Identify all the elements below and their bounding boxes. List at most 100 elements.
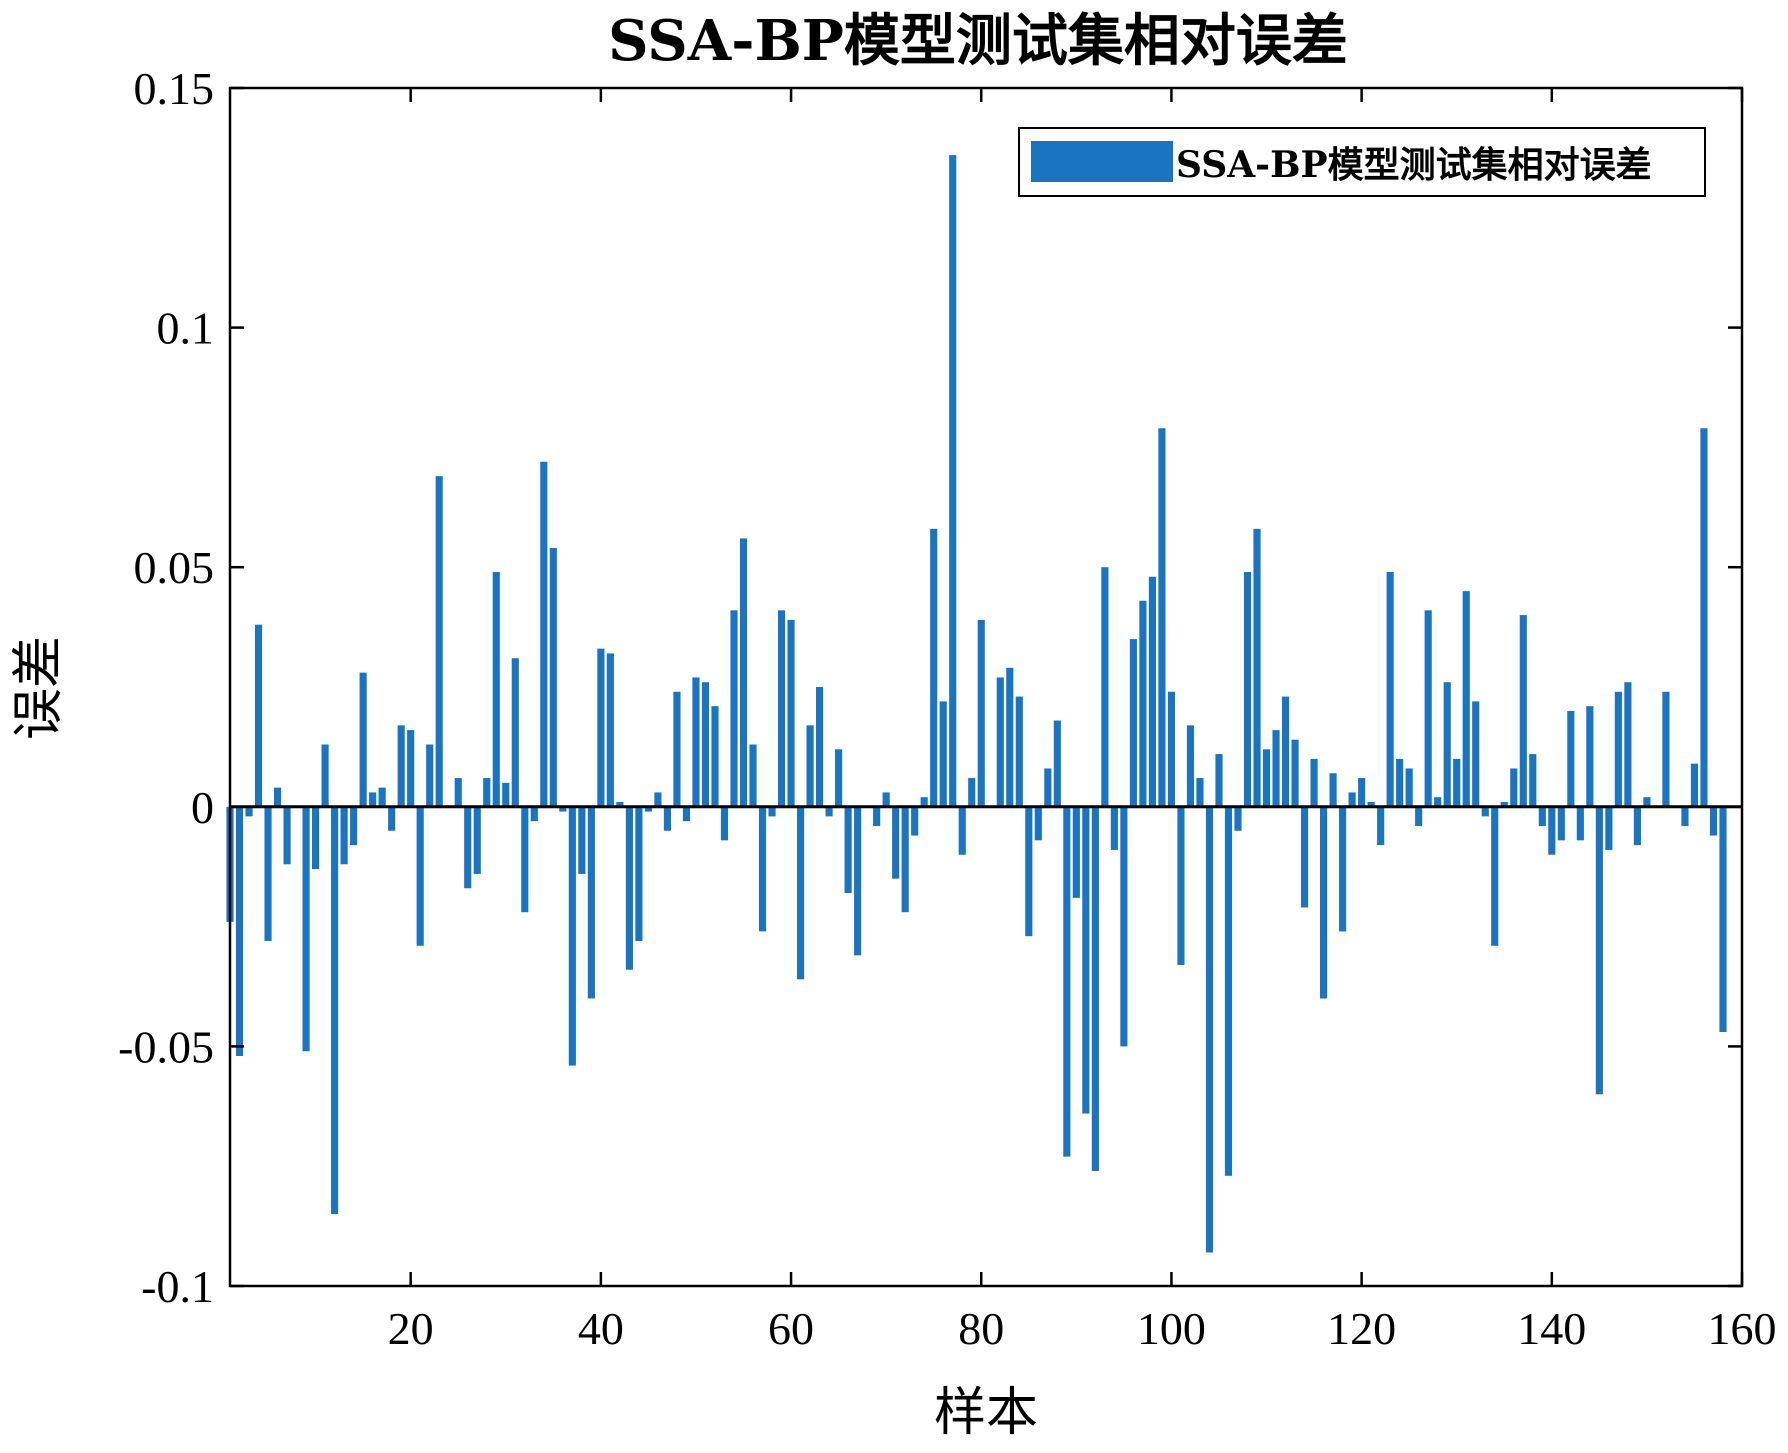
bar: [1015, 696, 1023, 807]
bar: [1091, 806, 1099, 1171]
bar: [1624, 682, 1632, 807]
bar: [1643, 797, 1651, 807]
bar: [1690, 763, 1699, 807]
bar: [977, 619, 985, 807]
legend-label: SSA-BP模型测试集相对误差: [1176, 144, 1652, 186]
bar: [1272, 730, 1280, 807]
bar: [407, 730, 415, 807]
bar: [777, 610, 786, 807]
bar: [1167, 691, 1175, 807]
bar: [1082, 806, 1090, 1114]
x-axis-ticks: 20 40 60 80 100 120 140 160: [388, 88, 1777, 1354]
bar: [654, 792, 662, 807]
bar: [549, 548, 557, 807]
bar: [682, 806, 691, 822]
bar: [1405, 768, 1413, 807]
bar: [435, 476, 443, 807]
y-tick-label: 0.1: [157, 303, 215, 354]
bar: [1196, 778, 1204, 807]
bar: [1415, 806, 1423, 826]
bar: [1386, 571, 1394, 807]
bar: [254, 624, 263, 807]
bar: [749, 744, 757, 807]
bar: [1358, 778, 1366, 807]
bar: [397, 725, 405, 807]
bar: [502, 782, 510, 807]
bar: [663, 806, 671, 831]
x-tick-label: 160: [1708, 1303, 1777, 1354]
bar-group: [226, 155, 1727, 1253]
bar: [816, 687, 824, 807]
bar: [1367, 802, 1375, 807]
bar: [1595, 806, 1603, 1095]
bar: [350, 806, 358, 846]
bar: [1291, 739, 1299, 807]
bar: [340, 806, 348, 865]
bar: [568, 806, 576, 1066]
y-tick-label: -0.1: [141, 1261, 214, 1312]
y-axis-ticks: -0.1 -0.05 0 0.05 0.1 0.15: [118, 63, 1742, 1312]
bar: [625, 806, 633, 970]
bar: [949, 155, 957, 807]
bar: [635, 806, 643, 941]
bar: [302, 806, 310, 1052]
bar: [1262, 749, 1271, 807]
bar: [758, 806, 767, 932]
plot-area: [230, 88, 1742, 1286]
bar: [1434, 797, 1442, 807]
bar: [1177, 806, 1185, 965]
bar: [312, 806, 320, 870]
bar: [369, 792, 377, 807]
legend-swatch: [1031, 141, 1173, 182]
bar: [559, 806, 567, 812]
bar: [806, 725, 814, 807]
bar: [1614, 691, 1622, 807]
bar: [1025, 806, 1033, 937]
bar: [606, 653, 614, 807]
bar: [1548, 806, 1556, 855]
bar: [1072, 806, 1080, 898]
bar: [720, 806, 729, 841]
bar: [644, 806, 652, 812]
y-tick-label: 0.05: [134, 542, 215, 593]
bar: [1586, 706, 1594, 807]
x-tick-label: 80: [958, 1303, 1004, 1354]
bar: [1243, 571, 1252, 807]
bar: [1148, 576, 1156, 807]
x-tick-label: 140: [1517, 1303, 1586, 1354]
bar: [958, 806, 966, 855]
bar: [511, 658, 519, 807]
x-tick-label: 60: [768, 1303, 814, 1354]
bar: [1101, 567, 1109, 807]
bar: [996, 677, 1004, 807]
y-axis-label: 误差: [9, 636, 69, 740]
bar: [1339, 806, 1347, 932]
bar: [1063, 806, 1071, 1157]
bar: [1500, 802, 1508, 807]
bar: [426, 744, 434, 807]
bar: [1576, 806, 1584, 841]
y-tick-label: 0: [191, 782, 214, 833]
bar: [1519, 615, 1527, 807]
bar: [892, 806, 900, 879]
bar: [1205, 806, 1214, 1253]
bar: [540, 461, 548, 807]
bar: [1529, 754, 1537, 807]
bar: [1472, 701, 1480, 807]
x-tick-label: 100: [1137, 1303, 1206, 1354]
bar: [454, 778, 462, 807]
bar: [331, 806, 339, 1215]
bar: [1567, 710, 1575, 807]
bar: [492, 571, 500, 807]
bar: [235, 806, 244, 1056]
bar: [1139, 600, 1147, 807]
bar: [273, 787, 282, 807]
bar: [1348, 792, 1356, 807]
bar: [920, 797, 928, 807]
bar: [1158, 428, 1166, 807]
bar: [483, 778, 491, 807]
bar: [692, 677, 700, 807]
bar: [844, 806, 852, 894]
bar: [530, 806, 538, 822]
